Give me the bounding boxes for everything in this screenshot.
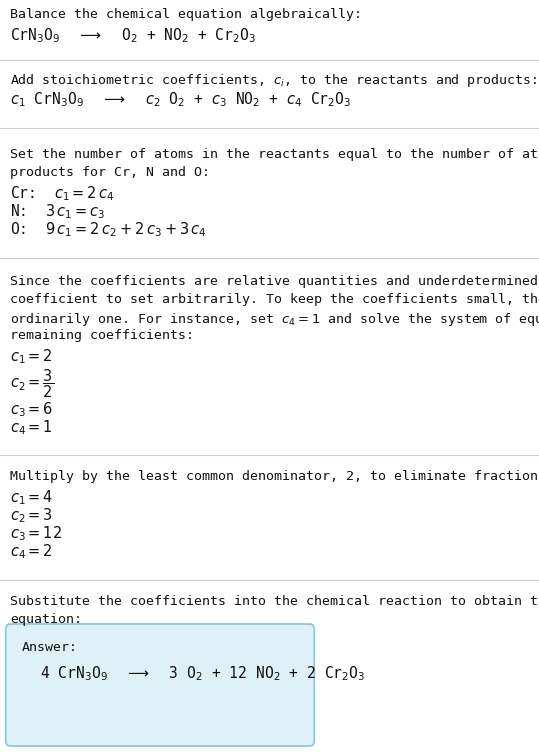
Text: Set the number of atoms in the reactants equal to the number of atoms in the: Set the number of atoms in the reactants… — [10, 148, 539, 161]
Text: equation:: equation: — [10, 613, 82, 626]
Text: products for Cr, N and O:: products for Cr, N and O: — [10, 166, 210, 179]
Text: ordinarily one. For instance, set $c_4 = 1$ and solve the system of equations fo: ordinarily one. For instance, set $c_4 =… — [10, 311, 539, 328]
Text: O:  $9\,c_1 = 2\,c_2 + 2\,c_3 + 3\,c_4$: O: $9\,c_1 = 2\,c_2 + 2\,c_3 + 3\,c_4$ — [10, 220, 207, 238]
Text: Since the coefficients are relative quantities and underdetermined, choose a: Since the coefficients are relative quan… — [10, 275, 539, 288]
Text: $c_1 = 2$: $c_1 = 2$ — [10, 347, 53, 365]
Text: $c_3 = 6$: $c_3 = 6$ — [10, 400, 53, 419]
Text: $c_3 = 12$: $c_3 = 12$ — [10, 524, 62, 543]
Text: Cr:  $c_1 = 2\,c_4$: Cr: $c_1 = 2\,c_4$ — [10, 184, 115, 203]
Text: $c_4 = 1$: $c_4 = 1$ — [10, 418, 53, 437]
Text: $c_2 = \dfrac{3}{2}$: $c_2 = \dfrac{3}{2}$ — [10, 367, 54, 399]
Text: N:  $3\,c_1 = c_3$: N: $3\,c_1 = c_3$ — [10, 202, 106, 220]
Text: CrN$_3$O$_9$  $\longrightarrow$  O$_2$ + NO$_2$ + Cr$_2$O$_3$: CrN$_3$O$_9$ $\longrightarrow$ O$_2$ + N… — [10, 26, 256, 44]
Text: Balance the chemical equation algebraically:: Balance the chemical equation algebraica… — [10, 8, 362, 21]
Text: Answer:: Answer: — [22, 641, 78, 654]
Text: Add stoichiometric coefficients, $c_i$, to the reactants and products:: Add stoichiometric coefficients, $c_i$, … — [10, 72, 537, 89]
Text: coefficient to set arbitrarily. To keep the coefficients small, the arbitrary va: coefficient to set arbitrarily. To keep … — [10, 293, 539, 306]
Text: $c_1$ CrN$_3$O$_9$  $\longrightarrow$  $c_2$ O$_2$ + $c_3$ NO$_2$ + $c_4$ Cr$_2$: $c_1$ CrN$_3$O$_9$ $\longrightarrow$ $c_… — [10, 90, 351, 109]
FancyBboxPatch shape — [6, 624, 314, 746]
Text: $c_4 = 2$: $c_4 = 2$ — [10, 542, 53, 561]
Text: Substitute the coefficients into the chemical reaction to obtain the balanced: Substitute the coefficients into the che… — [10, 595, 539, 608]
Text: $c_2 = 3$: $c_2 = 3$ — [10, 506, 53, 525]
Text: remaining coefficients:: remaining coefficients: — [10, 329, 194, 342]
Text: $c_1 = 4$: $c_1 = 4$ — [10, 488, 53, 507]
Text: 4 CrN$_3$O$_9$  $\longrightarrow$  3 O$_2$ + 12 NO$_2$ + 2 Cr$_2$O$_3$: 4 CrN$_3$O$_9$ $\longrightarrow$ 3 O$_2$… — [40, 664, 365, 683]
Text: Multiply by the least common denominator, 2, to eliminate fractional coefficient: Multiply by the least common denominator… — [10, 470, 539, 483]
